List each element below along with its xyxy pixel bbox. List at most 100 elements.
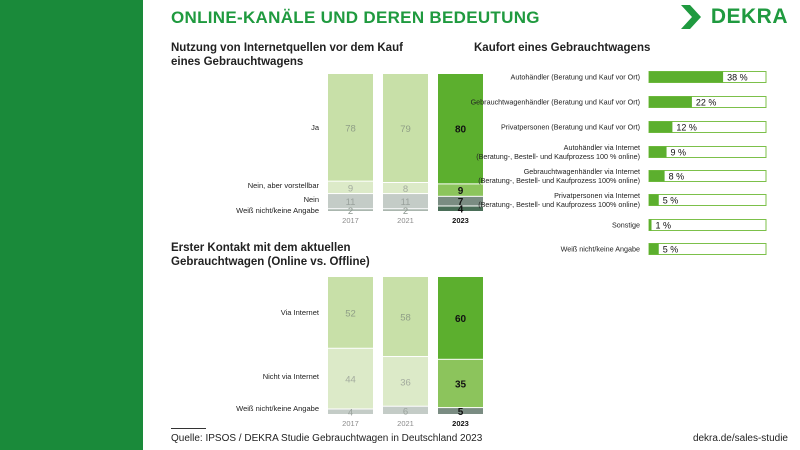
data-label: 35 [455, 379, 467, 390]
category-label: Gebrauchtwagenhändler (Beratung und Kauf… [471, 98, 640, 107]
bar-segment [383, 194, 428, 209]
dekra-chevron-icon [680, 5, 701, 29]
bar-segment [328, 409, 373, 414]
bar-segment [383, 357, 428, 406]
data-label: 4 [348, 408, 353, 419]
category-label: (Beratung-, Bestell- und Kaufprozess 100… [478, 200, 640, 209]
bar [649, 243, 659, 255]
bar-segment [383, 183, 428, 194]
data-label: 9 [348, 183, 353, 194]
category-label: Weiß nicht/keine Angabe [561, 245, 640, 254]
series-label: Nein, aber vorstellbar [248, 181, 320, 190]
series-label: Nein [304, 195, 319, 204]
category-label: 2017 [342, 419, 359, 428]
site-link[interactable]: dekra.de/sales-studie [692, 433, 788, 444]
series-label: Ja [311, 123, 320, 132]
bar-segment [328, 74, 373, 181]
data-label: 12 % [676, 123, 697, 133]
data-label: 22 % [696, 98, 717, 108]
bar-segment [438, 277, 483, 359]
data-label: 5 % [663, 245, 679, 255]
bar [649, 71, 724, 83]
bar-segment [383, 74, 428, 183]
data-label: 9 % [671, 148, 687, 158]
data-label: 4 [458, 205, 464, 216]
chart2-title: Erster Kontakt mit dem aktuellen Gebrauc… [171, 241, 370, 269]
data-label: 52 [345, 308, 356, 319]
bar [649, 146, 667, 158]
bar-segment [328, 277, 373, 348]
category-label: (Beratung-, Bestell- und Kaufprozess 100… [476, 152, 640, 161]
category-label: 2023 [452, 216, 469, 225]
data-label: 2 [348, 206, 353, 217]
data-label: 7 [458, 197, 464, 208]
series-label: Via Internet [281, 308, 320, 317]
series-label: Weiß nicht/keine Angabe [236, 404, 319, 413]
chart1-title-line: Nutzung von Internetquellen vor dem Kauf [171, 42, 403, 54]
source-note: Quelle: IPSOS / DEKRA Studie Gebrauchtwa… [171, 433, 483, 444]
data-label: 8 % [669, 172, 685, 182]
bar-segment [438, 184, 483, 196]
data-label: 80 [455, 125, 467, 136]
bar-segment [438, 74, 483, 184]
data-label: 9 [458, 186, 464, 197]
category-label: 2017 [342, 216, 359, 225]
chart2-title-line: Gebrauchtwagen (Online vs. Offline) [171, 256, 370, 268]
bar [649, 170, 665, 182]
data-label: 1 % [656, 221, 672, 231]
series-label: Nicht via Internet [263, 372, 320, 381]
category-label: Autohändler (Beratung und Kauf vor Ort) [511, 73, 640, 82]
bar-segment [328, 348, 373, 409]
category-label: Autohändler via Internet [564, 143, 640, 152]
data-label: 2 [403, 206, 408, 217]
data-label: 38 % [727, 73, 748, 83]
category-label: 2021 [397, 419, 414, 428]
data-label: 78 [345, 123, 356, 134]
data-label: 36 [400, 377, 411, 388]
category-label: Gebrauchtwagenhändler via Internet [524, 167, 640, 176]
bar [649, 219, 652, 231]
series-label: Weiß nicht/keine Angabe [236, 206, 319, 215]
data-label: 79 [400, 124, 411, 135]
footer-divider [171, 428, 206, 429]
data-label: 5 % [663, 196, 679, 206]
slide: ONLINE-KANÄLE UND DEREN BEDEUTUNG DEKRA … [143, 0, 800, 450]
category-label: (Beratung-, Bestell- und Kaufprozess 100… [478, 176, 640, 185]
bar [649, 96, 692, 108]
dekra-logo: DEKRA [680, 4, 788, 30]
chart2-title-line: Erster Kontakt mit dem aktuellen [171, 242, 351, 254]
bar-segment [328, 181, 373, 194]
chart1-title-line: eines Gebrauchtwagens [171, 56, 304, 68]
bar [649, 121, 673, 133]
bar-segment [438, 359, 483, 408]
data-label: 11 [401, 197, 411, 208]
bar-segment [438, 408, 483, 414]
page-title: ONLINE-KANÄLE UND DEREN BEDEUTUNG [171, 8, 540, 27]
data-label: 8 [403, 184, 408, 195]
chart1-title: Nutzung von Internetquellen vor dem Kauf… [171, 41, 403, 69]
chart3-title: Kaufort eines Gebrauchtwagens [474, 42, 651, 54]
bar-segment [438, 206, 483, 211]
category-label: Privatpersonen (Beratung und Kauf vor Or… [501, 123, 640, 132]
chart-purchase-location: 38 % Autohändler (Beratung und Kauf vor O… [471, 71, 767, 255]
data-label: 6 [403, 406, 408, 417]
bar-segment [383, 406, 428, 414]
category-label: 2023 [452, 419, 469, 428]
logo-text: DEKRA [710, 5, 788, 28]
bar [649, 194, 659, 206]
data-label: 44 [345, 375, 356, 386]
bar-segment [383, 209, 428, 211]
category-label: Sonstige [612, 221, 640, 230]
category-label: 2021 [397, 216, 414, 225]
bar-segment [438, 196, 483, 206]
data-label: 58 [400, 313, 411, 324]
bar-segment [328, 194, 373, 209]
category-label: Privatpersonen via Internet [554, 191, 640, 200]
data-label: 5 [458, 407, 464, 418]
bar-track [648, 170, 767, 182]
data-label: 11 [346, 197, 356, 208]
data-label: 60 [455, 314, 467, 325]
bar-segment [328, 209, 373, 211]
